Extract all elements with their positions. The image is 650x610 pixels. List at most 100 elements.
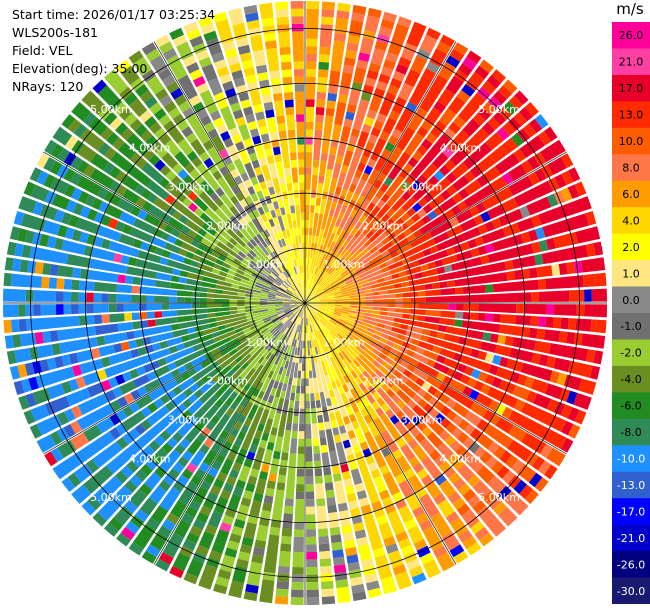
gate-run <box>561 170 574 186</box>
gate-run <box>71 139 85 154</box>
gate-run <box>336 344 343 352</box>
gate-run <box>349 293 365 299</box>
gate-run <box>17 228 28 242</box>
gate-run <box>457 483 471 496</box>
gate-run <box>314 205 320 214</box>
gate-run <box>538 196 592 225</box>
gate-run <box>375 241 385 250</box>
gate-run <box>161 442 173 454</box>
gate-run <box>297 303 305 305</box>
gate-run <box>292 220 297 229</box>
gate-run <box>368 95 383 113</box>
gate-run <box>86 382 105 398</box>
ray <box>305 303 351 604</box>
gate-run <box>327 296 350 301</box>
gate-run <box>265 487 275 497</box>
gate-run <box>181 126 194 138</box>
gate-run <box>269 252 276 261</box>
gate-run <box>505 454 518 469</box>
gate-run <box>278 397 285 407</box>
gate-run <box>57 224 68 238</box>
gate-run <box>348 232 366 253</box>
gate-run <box>286 114 296 131</box>
gate-run <box>124 275 134 284</box>
gate-run <box>535 227 546 240</box>
gate-run <box>490 460 504 474</box>
gate-run <box>281 254 293 276</box>
gate-run <box>319 550 331 560</box>
gate-run <box>267 370 274 379</box>
gate-run <box>306 559 318 568</box>
gate-run <box>310 307 358 349</box>
gate-run <box>307 340 311 356</box>
gate-run <box>215 403 230 419</box>
gate-run <box>187 229 197 239</box>
gate-run <box>188 332 198 340</box>
gate-run <box>257 118 267 128</box>
gate-run <box>237 431 246 441</box>
gate-run <box>260 510 271 520</box>
gate-run <box>280 246 289 262</box>
gate-run <box>455 311 464 319</box>
gate-run <box>412 202 422 213</box>
gate-run <box>213 352 223 361</box>
gate-run <box>211 529 230 554</box>
gate-run <box>289 400 295 409</box>
gate-run <box>460 241 470 251</box>
ray <box>305 241 604 303</box>
gate-run <box>305 301 313 303</box>
gate-run <box>270 519 282 529</box>
gate-run <box>364 573 378 584</box>
gate-run <box>201 337 231 354</box>
gate-run <box>216 176 235 199</box>
gate-run <box>294 291 301 298</box>
gate-run <box>390 207 406 222</box>
gate-run <box>358 251 372 263</box>
gate-run <box>229 205 238 215</box>
gate-run <box>426 61 440 74</box>
gate-run <box>286 288 300 299</box>
gate-run <box>396 455 412 473</box>
gate-run <box>179 270 189 278</box>
gate-run <box>305 370 309 379</box>
gate-run <box>384 275 393 282</box>
gate-run <box>260 231 267 240</box>
gate-run <box>230 102 242 113</box>
gate-run <box>260 463 270 473</box>
gate-run <box>236 504 250 522</box>
gate-run <box>313 315 319 322</box>
gate-run <box>75 217 101 235</box>
gate-run <box>558 262 568 275</box>
gate-run <box>407 156 419 168</box>
gate-run <box>269 333 285 354</box>
gate-run <box>268 162 278 179</box>
ray <box>4 257 305 303</box>
gate-run <box>281 272 288 280</box>
gate-run <box>381 159 395 176</box>
gate-run <box>302 325 304 334</box>
gate-run <box>270 77 282 87</box>
gate-run <box>282 305 291 308</box>
gate-run <box>252 446 266 471</box>
gate-run <box>383 222 399 237</box>
gate-run <box>305 446 313 462</box>
ray <box>3 272 305 303</box>
ray <box>305 21 427 303</box>
gate-run <box>258 470 269 481</box>
gate-run <box>283 376 289 385</box>
gate-run <box>159 552 174 565</box>
gate-run <box>341 312 349 317</box>
gate-run <box>211 331 221 338</box>
gate-run <box>276 311 285 316</box>
gate-run <box>207 510 223 529</box>
gate-run <box>34 331 44 345</box>
ray <box>169 303 305 579</box>
gate-run <box>243 223 256 239</box>
gate-run <box>260 213 268 223</box>
gate-run <box>400 180 411 191</box>
gate-run <box>378 73 391 85</box>
gate-run <box>275 588 289 597</box>
ray <box>81 90 305 303</box>
gate-run <box>394 473 407 485</box>
gate-run <box>244 162 256 179</box>
